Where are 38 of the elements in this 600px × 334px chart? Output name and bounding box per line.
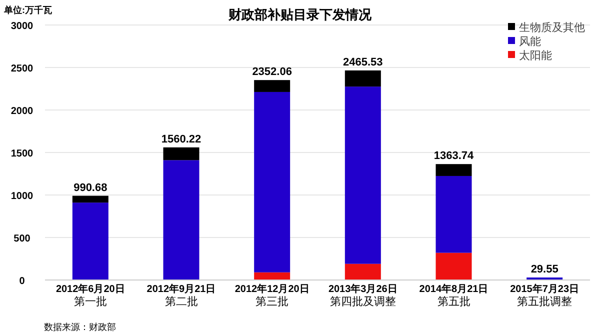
total-label: 1363.74 xyxy=(434,150,475,162)
bar xyxy=(436,176,472,253)
legend-label: 风能 xyxy=(519,35,541,48)
legend-label: 生物质及其他 xyxy=(519,21,585,34)
bar xyxy=(163,147,200,160)
y-tick-label: 0 xyxy=(19,276,26,287)
y-tick-label: 1500 xyxy=(10,148,34,160)
bar xyxy=(436,252,472,280)
bar xyxy=(344,86,381,264)
y-tick-label: 3000 xyxy=(10,21,34,32)
y-axis-title: 单位:万千瓦 xyxy=(3,5,52,15)
legend-label: 太阳能 xyxy=(519,49,552,62)
bar xyxy=(254,92,290,272)
y-tick-label: 2000 xyxy=(10,106,34,117)
y-tick-label: 2500 xyxy=(10,64,34,74)
total-label: 2465.53 xyxy=(343,56,383,68)
bar xyxy=(72,202,108,280)
x-tick-label: 2012年9月21日第二批 xyxy=(146,283,216,308)
y-tick-label: 1000 xyxy=(10,191,34,202)
bar xyxy=(254,272,290,280)
x-tick-label: 2012年6月20日第一批 xyxy=(56,283,125,308)
x-tick-label: 2014年8月21日第五批 xyxy=(419,283,488,308)
total-label: 990.68 xyxy=(74,182,108,194)
chart-title: 财政部补贴目录下发情况 xyxy=(228,7,372,22)
total-label: 29.55 xyxy=(530,263,558,276)
bar xyxy=(72,196,108,203)
x-tick-label: 2015年7月23日第五批调整 xyxy=(510,283,580,308)
bar xyxy=(436,164,472,176)
bar xyxy=(163,160,200,280)
bar xyxy=(344,70,381,87)
bar xyxy=(254,80,290,92)
source-note: 数据来源：财政部 xyxy=(44,322,116,332)
x-tick-label: 2012年12月20日第三批 xyxy=(234,283,310,308)
y-tick-label: 500 xyxy=(14,234,31,244)
total-label: 1560.22 xyxy=(161,133,202,146)
x-tick-label: 2013年3月26日第四批及调整 xyxy=(328,283,398,308)
total-label: 2352.06 xyxy=(252,66,292,78)
bar xyxy=(344,264,381,280)
